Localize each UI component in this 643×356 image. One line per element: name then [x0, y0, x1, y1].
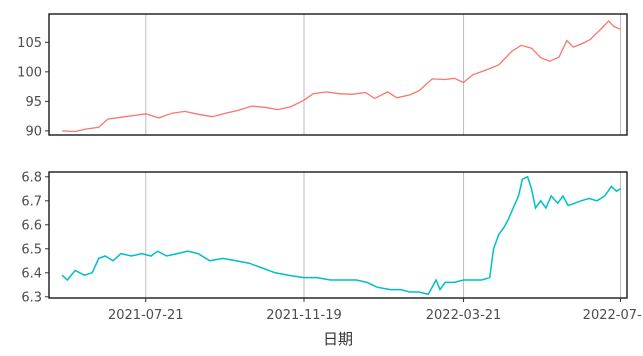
bottom-series-line	[61, 175, 621, 296]
x-axis-title: 日期	[323, 330, 353, 348]
top-panel-y-axis: 90 95 100 105	[17, 36, 49, 139]
x-tick-label-2022-03-21: 2022-03-21	[426, 308, 502, 323]
x-tick-label-2021-07-21: 2021-07-21	[108, 308, 184, 323]
y-tick-label-105: 105	[17, 36, 42, 51]
top-panel-gridlines	[145, 14, 621, 135]
y-tick-label-6.6: 6.6	[21, 218, 42, 233]
y-tick-label-6.8: 6.8	[21, 170, 42, 185]
bottom-panel-frame	[48, 171, 628, 299]
y-tick-label-6.4: 6.4	[21, 266, 42, 281]
bottom-panel-gridlines	[145, 172, 621, 298]
bottom-panel: 6.3 6.4 6.5 6.6 6.7 6.8	[21, 170, 628, 305]
y-tick-label-90: 90	[25, 124, 42, 139]
y-tick-label-6.5: 6.5	[21, 242, 42, 257]
y-tick-label-6.3: 6.3	[21, 290, 42, 305]
top-panel: 90 95 100 105	[17, 13, 628, 139]
y-tick-label-6.7: 6.7	[21, 194, 42, 209]
x-tick-label-2022-07-19: 2022-07-19	[583, 308, 643, 323]
x-axis: 2021-07-21 2021-11-19 2022-03-21 2022-07-19	[108, 298, 643, 323]
bottom-panel-y-axis: 6.3 6.4 6.5 6.6 6.7 6.8	[21, 170, 49, 305]
y-tick-label-95: 95	[25, 95, 42, 110]
top-series-line	[62, 20, 621, 133]
y-tick-label-100: 100	[17, 65, 42, 80]
top-panel-frame	[48, 13, 628, 136]
x-tick-label-2021-11-19: 2021-11-19	[266, 308, 342, 323]
